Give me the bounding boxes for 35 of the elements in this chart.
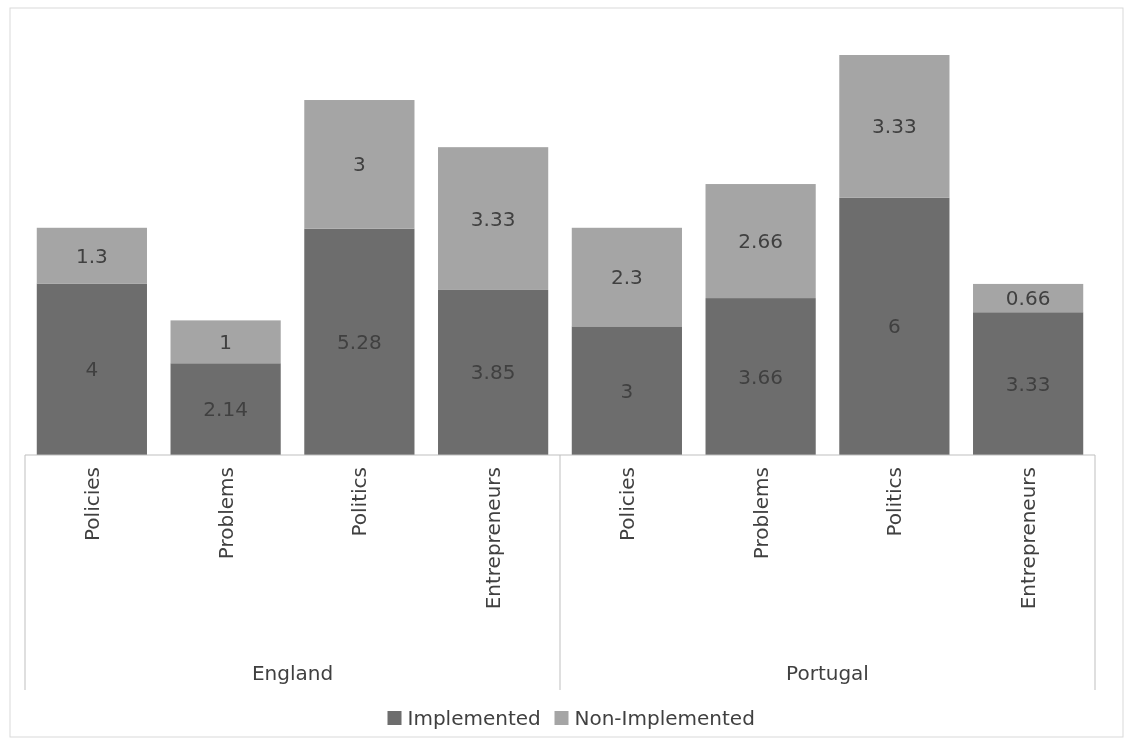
data-label: 3 (353, 152, 366, 177)
x-tick-label: Politics (882, 467, 907, 537)
bar (705, 298, 816, 455)
bar (304, 228, 415, 455)
text: Portugal (786, 661, 869, 685)
legend-label: Implemented (407, 706, 541, 730)
x-tick-label: Problems (213, 467, 238, 560)
text: England (251, 661, 334, 685)
x-tick-label: Entrepreneurs (1016, 467, 1041, 610)
x-tick-label: Problems (748, 467, 773, 560)
data-label: 0.66 (1005, 286, 1051, 311)
data-label: 2.66 (738, 229, 783, 254)
x-tick-label: Entrepreneurs (481, 467, 506, 610)
data-label: 3.33 (872, 114, 917, 139)
bar (705, 184, 816, 299)
x-tick-label: Politics (347, 467, 372, 537)
legend-label: Non-Implemented (574, 706, 755, 730)
bar (170, 320, 281, 364)
data-label: 2.3 (610, 265, 643, 290)
bar (36, 283, 147, 455)
data-label: 1 (219, 329, 232, 354)
bar (438, 289, 549, 455)
bar (304, 100, 415, 229)
bar (170, 363, 281, 455)
bar (438, 147, 549, 290)
x-tick-label: Policies (614, 467, 639, 541)
data-label: 3.33 (470, 206, 516, 231)
bar (571, 227, 682, 327)
bar (973, 312, 1084, 455)
bar (839, 197, 950, 455)
x-tick-label: Policies (79, 467, 104, 541)
bar (839, 55, 950, 198)
bar (36, 227, 147, 284)
bar (571, 326, 682, 455)
data-label: 1.3 (75, 243, 108, 268)
